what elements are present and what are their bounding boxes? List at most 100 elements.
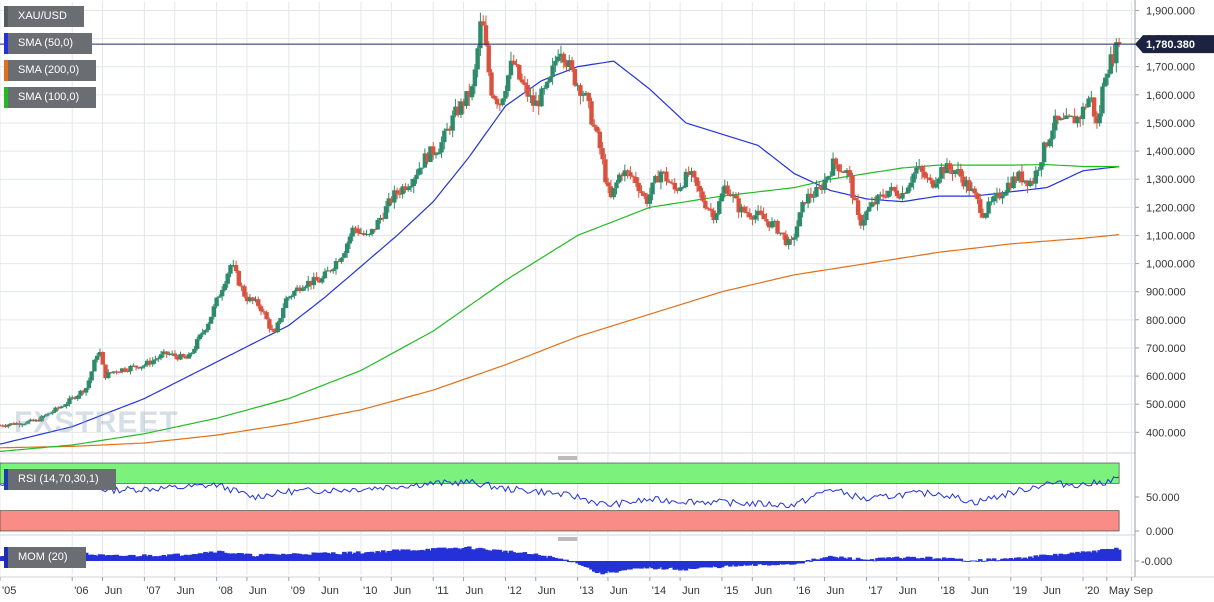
mom-bar <box>605 561 611 572</box>
candle-body <box>297 287 303 291</box>
candle-body <box>400 186 405 195</box>
candle-body <box>594 126 600 132</box>
candle-body <box>272 330 278 333</box>
candle-body <box>292 290 297 296</box>
candle-body <box>1066 115 1072 117</box>
x-tick-label: '16 <box>796 585 810 597</box>
mom-bar <box>89 554 94 561</box>
mom-bar <box>761 561 766 566</box>
mom-bar <box>100 554 106 561</box>
candle-body <box>458 101 464 115</box>
candle-body <box>1008 182 1014 189</box>
sma-200-label[interactable]: SMA (200,0) <box>4 60 96 81</box>
candle-body <box>447 128 453 131</box>
candle-body <box>589 101 594 125</box>
candle-body <box>755 210 761 216</box>
mom-bar <box>142 554 147 561</box>
mom-bar <box>292 553 297 561</box>
mom-label[interactable]: MOM (20) <box>4 547 86 568</box>
mom-bar <box>891 557 897 561</box>
mom-bar <box>719 561 725 568</box>
candle-body <box>797 212 802 227</box>
sub-panels <box>0 462 1122 575</box>
candle-body <box>936 178 941 184</box>
mom-bar <box>616 561 622 572</box>
mom-bar <box>1000 558 1005 561</box>
x-tick-label: Jun <box>321 585 339 597</box>
candle-body <box>144 360 150 366</box>
mom-bar <box>283 554 289 561</box>
mom-bar <box>822 557 828 561</box>
mom-bar <box>439 547 444 561</box>
candle-body <box>422 153 428 168</box>
candle-body <box>900 192 905 199</box>
candle-body <box>636 182 641 192</box>
candle-body <box>978 199 983 213</box>
mom-bar <box>336 554 342 561</box>
mom-bar <box>272 554 278 561</box>
rsi-label[interactable]: RSI (14,70,30,1) <box>4 469 116 490</box>
mom-bar <box>183 554 189 561</box>
mom-bar <box>344 553 350 561</box>
candle-body <box>769 221 775 228</box>
candle-body <box>228 265 233 274</box>
mom-bar <box>1041 554 1047 561</box>
candle-body <box>453 106 458 116</box>
mom-bar <box>1102 549 1108 561</box>
candle-body <box>928 177 933 181</box>
mom-bar <box>780 561 786 565</box>
candle-body <box>1047 139 1052 147</box>
candle-body <box>1105 73 1111 78</box>
candle-body <box>517 64 522 80</box>
mom-bar <box>1022 557 1027 561</box>
y-tick-label: 700.000 <box>1146 343 1186 355</box>
candle-body <box>317 280 322 283</box>
mom-bar <box>622 561 628 571</box>
x-tick-label: Jun <box>899 585 917 597</box>
mom-bar <box>133 556 139 561</box>
mom-bar <box>1033 555 1039 561</box>
candle-body <box>417 168 422 175</box>
mom-bar <box>350 554 355 561</box>
mom-bar <box>217 550 222 561</box>
candle-body <box>394 190 400 194</box>
candle-body <box>955 169 961 171</box>
mom-bar <box>555 558 561 561</box>
candle-body <box>605 182 611 187</box>
mom-bar <box>97 554 103 561</box>
x-tick-label: Sep <box>1133 585 1153 597</box>
mom-bar <box>305 554 311 561</box>
mom-bar <box>461 547 467 561</box>
candle-body <box>672 182 678 190</box>
candle-body <box>905 187 911 194</box>
candle-body <box>139 366 144 369</box>
mom-bar <box>825 557 830 561</box>
candle-body <box>511 60 516 65</box>
candle-body <box>500 98 505 106</box>
mom-bar <box>1058 553 1064 561</box>
x-tick-label: Jun <box>682 585 700 597</box>
mom-bar <box>325 552 330 561</box>
candle-body <box>592 124 597 127</box>
candle-body <box>208 316 214 324</box>
candle-body <box>436 152 441 155</box>
candle-body <box>178 354 183 360</box>
mom-bar <box>991 558 997 561</box>
mom-bar <box>364 552 369 561</box>
mom-bar <box>214 552 219 561</box>
candle-body <box>303 286 308 289</box>
x-tick-label: '17 <box>868 585 882 597</box>
sma-50-label[interactable]: SMA (50,0) <box>4 33 92 54</box>
mom-bar <box>1008 558 1014 561</box>
candle-body <box>89 371 94 381</box>
symbol-label[interactable]: XAU/USD <box>4 6 84 27</box>
candle-body <box>119 368 125 372</box>
candle-body <box>908 182 914 188</box>
candle-body <box>825 176 830 180</box>
sma-100-label[interactable]: SMA (100,0) <box>4 87 96 108</box>
mom-bar <box>172 553 178 561</box>
mom-bar <box>1100 549 1105 561</box>
candle-body <box>1083 106 1088 108</box>
candle-body <box>1097 113 1102 124</box>
